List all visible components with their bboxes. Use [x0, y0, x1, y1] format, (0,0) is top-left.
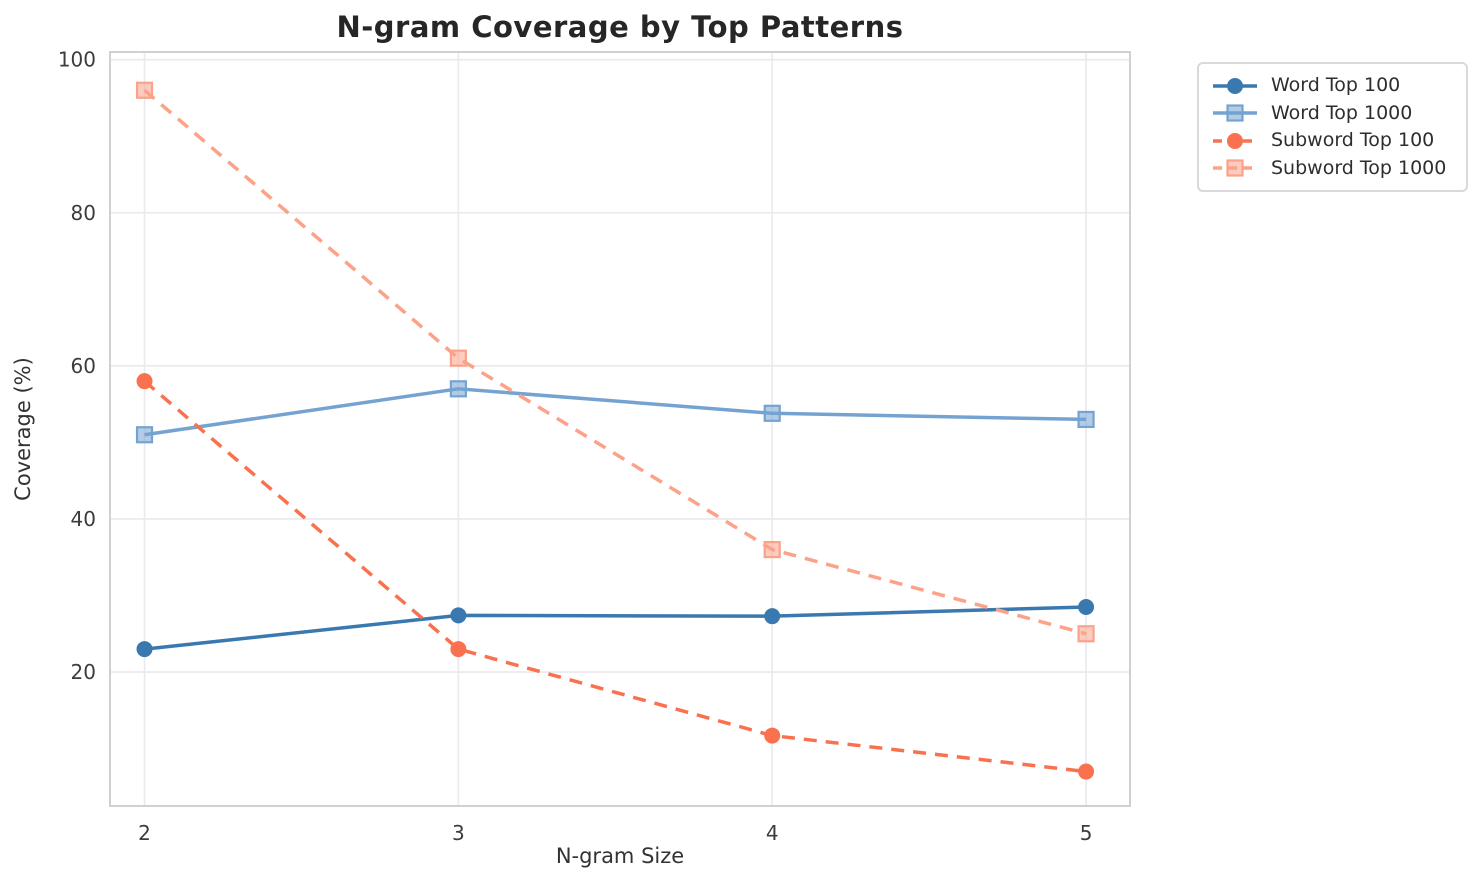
data-point-marker: [136, 641, 153, 658]
x-axis-label: N-gram Size: [555, 844, 685, 868]
data-point-marker: [1077, 410, 1095, 429]
legend-item: Subword Top 1000: [1211, 157, 1456, 179]
y-tick-label: 20: [71, 660, 96, 684]
x-tick-label: 5: [1080, 821, 1093, 845]
legend-item: Subword Top 100: [1211, 130, 1456, 152]
y-tick-label: 40: [71, 507, 96, 531]
legend-item: Word Top 1000: [1211, 102, 1456, 124]
x-tick-label: 4: [766, 821, 779, 845]
plot-border: [109, 51, 1131, 807]
x-tick-label: 2: [138, 821, 151, 845]
square-marker-icon: [1226, 104, 1244, 122]
legend-swatch: [1213, 104, 1257, 122]
series-line: [143, 379, 1087, 774]
legend-label: Subword Top 100: [1271, 129, 1435, 152]
data-point-marker: [1078, 763, 1095, 780]
data-point-marker: [763, 404, 781, 422]
chart-title: N-gram Coverage by Top Patterns: [336, 10, 904, 44]
legend-label: Word Top 100: [1271, 74, 1401, 97]
circle-marker-icon: [1227, 132, 1243, 149]
series-line: [144, 605, 1087, 651]
y-tick-label: 80: [71, 201, 96, 225]
legend-swatch: [1213, 132, 1257, 149]
data-point-marker: [450, 607, 467, 624]
legend: Word Top 100 Word Top 1000 Subword Top 100…: [1197, 62, 1468, 192]
series-line: [144, 387, 1087, 437]
data-point-marker: [135, 81, 154, 99]
x-tick-label: 3: [452, 821, 465, 845]
data-point-marker: [764, 608, 781, 625]
legend-swatch: [1213, 159, 1257, 177]
data-point-marker: [449, 349, 467, 367]
data-point-marker: [1077, 625, 1095, 643]
y-tick-label: 100: [58, 48, 96, 72]
legend-label: Subword Top 1000: [1271, 156, 1447, 179]
legend-swatch: [1213, 77, 1257, 94]
data-point-marker: [764, 727, 781, 744]
square-marker-icon: [1226, 159, 1244, 177]
legend-item: Word Top 100: [1211, 75, 1456, 97]
data-point-marker: [449, 380, 467, 398]
data-point-marker: [763, 540, 781, 559]
data-point-marker: [1078, 598, 1095, 615]
data-point-marker: [135, 426, 154, 444]
series-line: [143, 88, 1087, 636]
circle-marker-icon: [1227, 77, 1243, 94]
data-point-marker: [450, 641, 467, 658]
data-point-marker: [136, 373, 153, 390]
legend-label: Word Top 1000: [1271, 101, 1413, 124]
y-tick-label: 60: [71, 354, 96, 378]
